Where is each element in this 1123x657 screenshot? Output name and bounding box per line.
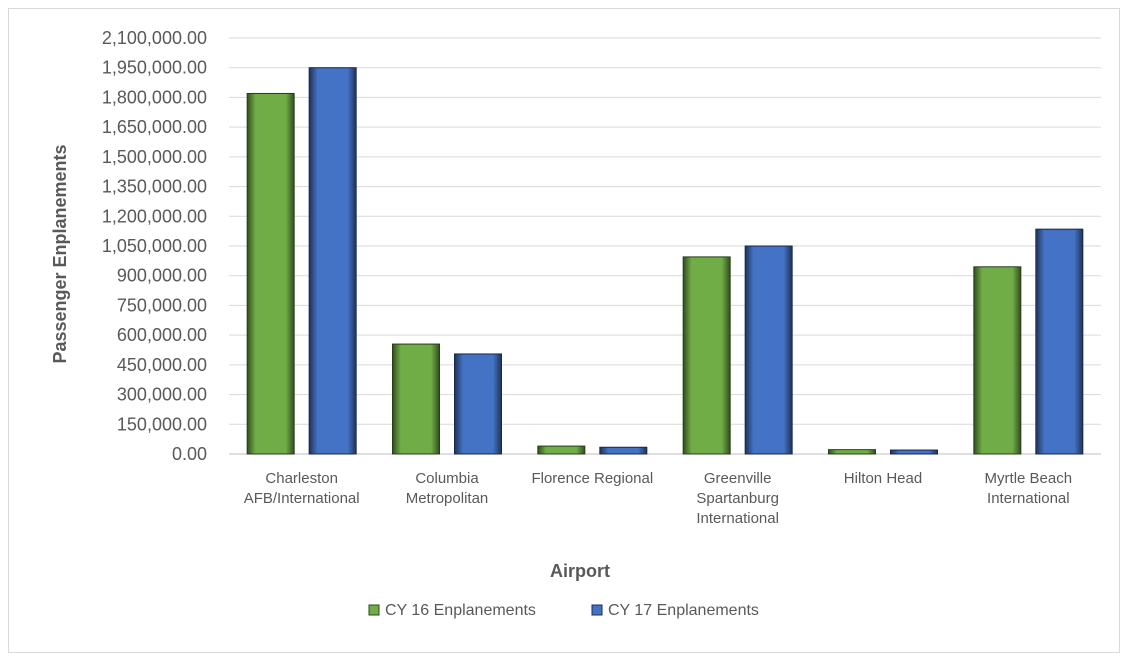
legend: CY 16 Enplanements CY 17 Enplanements	[368, 602, 759, 619]
x-category-label: International	[696, 510, 779, 527]
y-tick-label: 600,000.00	[117, 325, 207, 345]
y-tick-label: 750,000.00	[117, 295, 207, 315]
y-axis-title: Passenger Enplanements	[50, 144, 70, 363]
x-category-label: Hilton Head	[844, 470, 922, 487]
x-category-label: International	[987, 490, 1070, 507]
y-tick-label: 450,000.00	[117, 355, 207, 375]
x-category-label: Spartanburg	[696, 490, 779, 507]
bar-cy16-2	[537, 445, 586, 455]
legend-swatch-cy16	[368, 604, 380, 616]
y-tick-label: 1,800,000.00	[102, 87, 207, 107]
bar-cy17-1	[454, 353, 502, 455]
y-tick-label: 2,100,000.00	[102, 28, 207, 48]
legend-label-cy16: CY 16 Enplanements	[385, 602, 536, 619]
y-axis-ticks: 0.00 150,000.00 300,000.00 450,000.00 600,00…	[102, 28, 207, 464]
chart-frame: 0.00 150,000.00 300,000.00 450,000.00 600,00…	[8, 8, 1120, 653]
bar-cy16-5	[973, 266, 1022, 455]
bar-cy17-0	[308, 67, 357, 455]
y-tick-label: 1,950,000.00	[102, 58, 207, 78]
y-tick-label: 1,350,000.00	[102, 177, 207, 197]
x-category-label: Myrtle Beach	[985, 470, 1073, 487]
bar-cy17-3	[744, 245, 793, 455]
bar-cy16-4	[828, 449, 876, 455]
bar-chart: 0.00 150,000.00 300,000.00 450,000.00 600,00…	[50, 28, 1101, 619]
x-axis-title: Airport	[550, 561, 610, 581]
y-tick-label: 300,000.00	[117, 385, 207, 405]
x-category-label: Metropolitan	[406, 490, 489, 507]
x-category-label: Charleston	[265, 470, 338, 487]
y-tick-label: 0.00	[172, 444, 207, 464]
y-tick-label: 150,000.00	[117, 414, 207, 434]
legend-label-cy17: CY 17 Enplanements	[608, 602, 759, 619]
y-tick-label: 900,000.00	[117, 266, 207, 286]
y-tick-label: 1,500,000.00	[102, 147, 207, 167]
x-axis-categories: Charleston AFB/International Columbia Metro…	[244, 470, 1072, 527]
bar-cy16-3	[682, 256, 731, 455]
bar-cy17-2	[599, 446, 648, 455]
x-category-label: Greenville	[704, 470, 772, 487]
x-category-label: Florence Regional	[531, 470, 653, 487]
bar-cy16-0	[246, 92, 295, 455]
bar-cy17-5	[1035, 228, 1084, 455]
gridlines	[229, 37, 1101, 455]
bar-cy17-4	[890, 449, 938, 455]
x-category-label: AFB/International	[244, 490, 360, 507]
y-tick-label: 1,050,000.00	[102, 236, 207, 256]
bar-cy16-1	[392, 343, 440, 455]
bars	[246, 67, 1084, 455]
y-tick-label: 1,200,000.00	[102, 206, 207, 226]
legend-swatch-cy17	[591, 604, 603, 616]
y-tick-label: 1,650,000.00	[102, 117, 207, 137]
x-category-label: Columbia	[415, 470, 479, 487]
